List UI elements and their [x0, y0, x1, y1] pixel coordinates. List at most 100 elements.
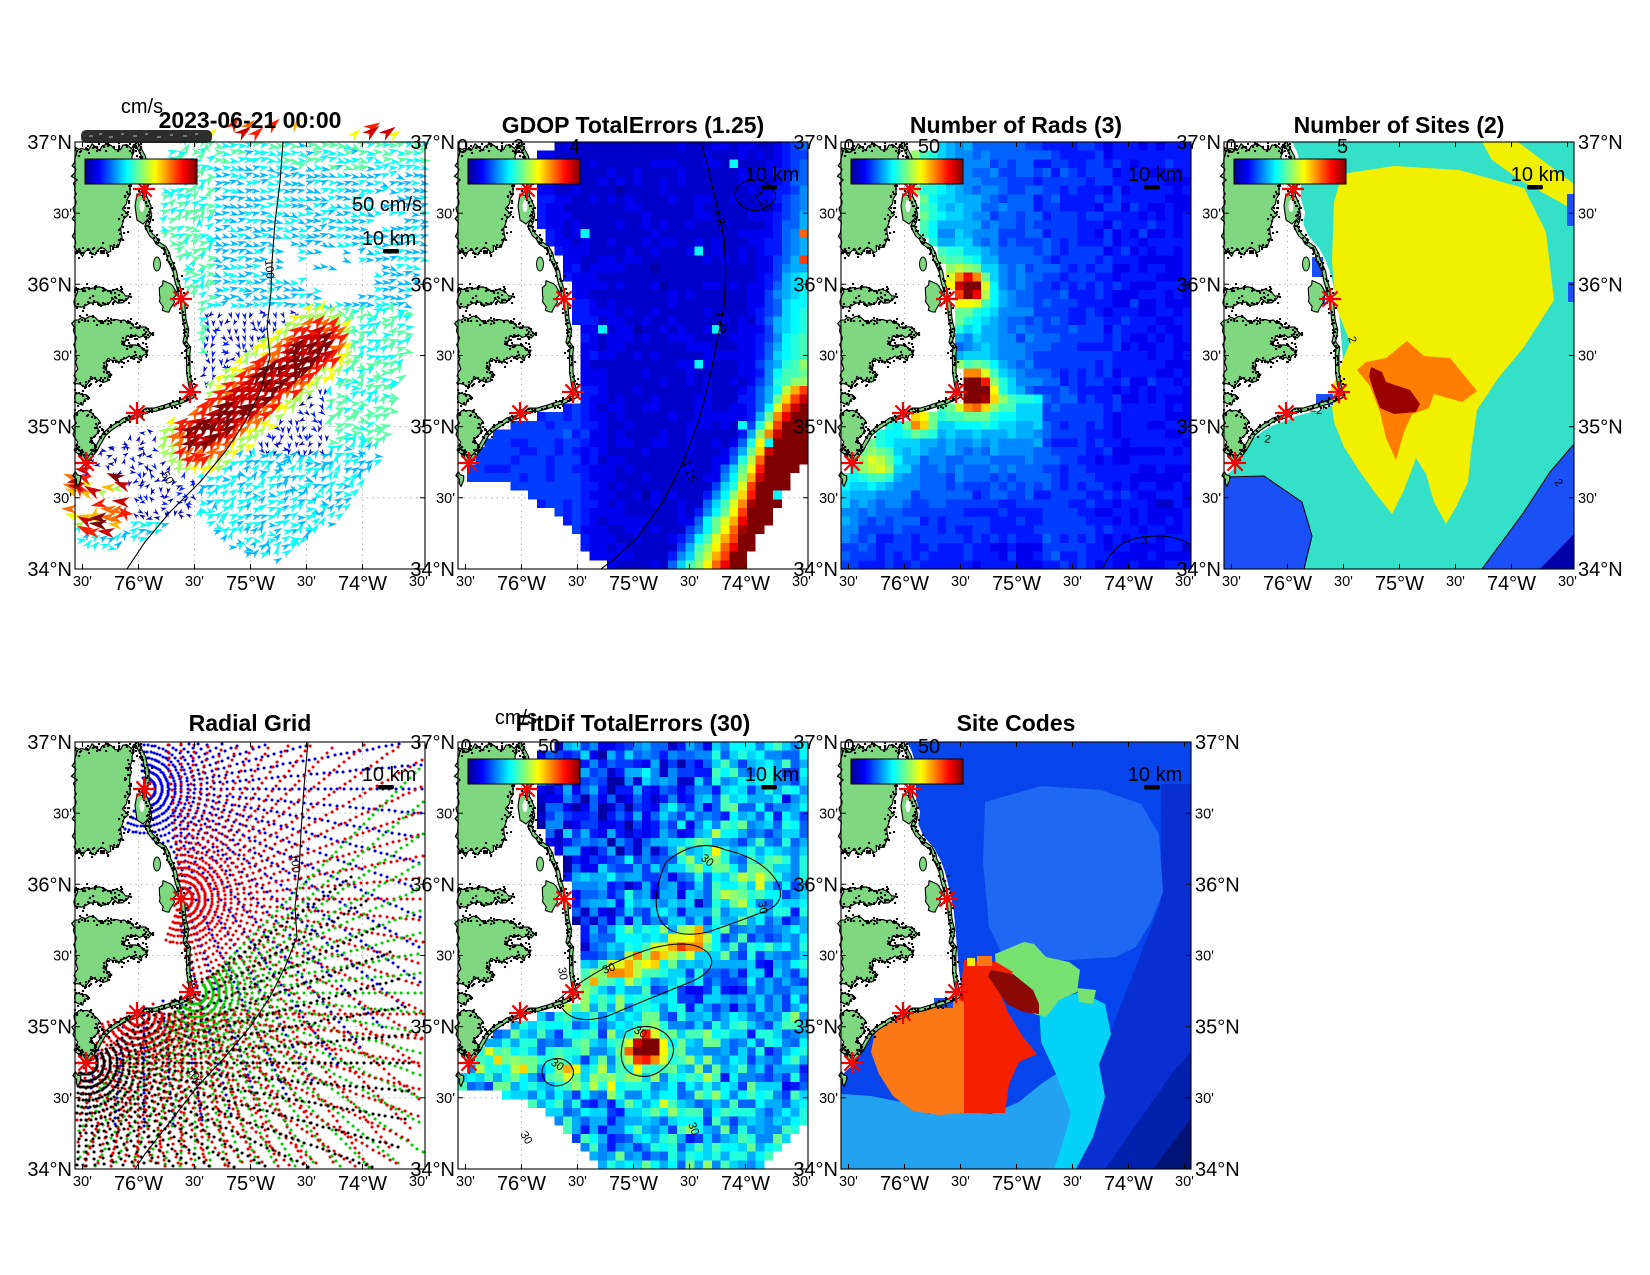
- svg-text:30': 30': [456, 574, 475, 590]
- svg-text:75°W: 75°W: [1375, 573, 1424, 595]
- svg-text:35°N: 35°N: [27, 417, 72, 439]
- svg-text:30': 30': [819, 349, 838, 365]
- svg-text:30: 30: [517, 1130, 534, 1147]
- svg-text:76°W: 76°W: [114, 1173, 163, 1195]
- svg-text:35°N: 35°N: [1578, 417, 1623, 439]
- svg-text:4: 4: [569, 136, 580, 158]
- svg-text:76°W: 76°W: [497, 1173, 546, 1195]
- svg-text:36°N: 36°N: [27, 874, 72, 896]
- svg-text:30': 30': [792, 1174, 811, 1190]
- svg-text:30': 30': [1578, 206, 1597, 222]
- svg-text:0: 0: [843, 736, 854, 758]
- svg-text:37°N: 37°N: [1195, 732, 1240, 754]
- svg-text:34°N: 34°N: [410, 559, 455, 581]
- svg-text:30': 30': [951, 1174, 970, 1190]
- svg-text:30': 30': [297, 1174, 316, 1190]
- svg-text:30': 30': [73, 1174, 92, 1190]
- svg-text:74°W: 74°W: [721, 573, 770, 595]
- svg-text:50: 50: [918, 136, 940, 158]
- svg-text:36°N: 36°N: [1578, 274, 1623, 296]
- svg-text:37°N: 37°N: [1176, 132, 1221, 154]
- svg-text:75°W: 75°W: [992, 573, 1041, 595]
- svg-text:30': 30': [1578, 349, 1597, 365]
- svg-text:1.25: 1.25: [711, 208, 728, 233]
- svg-text:50 cm/s: 50 cm/s: [352, 194, 422, 216]
- svg-text:30': 30': [1222, 574, 1241, 590]
- svg-text:30': 30': [1202, 349, 1221, 365]
- svg-text:30': 30': [839, 1174, 858, 1190]
- svg-text:30: 30: [555, 966, 569, 981]
- svg-text:30': 30': [53, 806, 72, 822]
- svg-text:76°W: 76°W: [880, 1173, 929, 1195]
- svg-text:76°W: 76°W: [497, 573, 546, 595]
- svg-text:5: 5: [1337, 136, 1348, 158]
- svg-text:75°W: 75°W: [226, 573, 275, 595]
- svg-text:30': 30': [1202, 206, 1221, 222]
- svg-text:74°W: 74°W: [1487, 573, 1536, 595]
- svg-text:37°N: 37°N: [1578, 132, 1623, 154]
- svg-text:30': 30': [680, 1174, 699, 1190]
- svg-text:100: 100: [262, 259, 276, 279]
- svg-text:75°W: 75°W: [609, 1173, 658, 1195]
- svg-text:30': 30': [1063, 574, 1082, 590]
- svg-text:37°N: 37°N: [410, 132, 455, 154]
- svg-text:30': 30': [1446, 574, 1465, 590]
- svg-text:30': 30': [185, 574, 204, 590]
- svg-text:37°N: 37°N: [27, 732, 72, 754]
- svg-text:Site Codes: Site Codes: [957, 710, 1076, 736]
- svg-text:30': 30': [53, 949, 72, 965]
- svg-text:30': 30': [819, 491, 838, 507]
- svg-text:2: 2: [1552, 477, 1565, 489]
- svg-text:30': 30': [1195, 949, 1214, 965]
- svg-text:30': 30': [680, 574, 699, 590]
- svg-text:30': 30': [436, 349, 455, 365]
- svg-text:30': 30': [568, 1174, 587, 1190]
- svg-text:30': 30': [1334, 574, 1353, 590]
- svg-text:FitDif TotalErrors (30): FitDif TotalErrors (30): [516, 710, 751, 736]
- svg-text:74°W: 74°W: [338, 573, 387, 595]
- svg-text:76°W: 76°W: [114, 573, 163, 595]
- svg-text:30': 30': [185, 1174, 204, 1190]
- svg-text:36°N: 36°N: [793, 874, 838, 896]
- svg-text:50: 50: [158, 470, 175, 487]
- svg-text:35°N: 35°N: [793, 1017, 838, 1039]
- svg-text:34°N: 34°N: [1176, 559, 1221, 581]
- svg-text:3: 3: [1141, 535, 1147, 547]
- svg-text:35°N: 35°N: [410, 417, 455, 439]
- svg-text:76°W: 76°W: [1263, 573, 1312, 595]
- svg-text:30': 30': [1175, 1174, 1194, 1190]
- svg-text:30': 30': [436, 806, 455, 822]
- svg-text:30': 30': [409, 1174, 428, 1190]
- svg-text:2023-06-21 00:00: 2023-06-21 00:00: [159, 107, 342, 133]
- svg-text:100: 100: [288, 853, 302, 873]
- svg-text:75°W: 75°W: [609, 573, 658, 595]
- svg-text:30': 30': [409, 574, 428, 590]
- svg-text:30': 30': [951, 574, 970, 590]
- svg-text:37°N: 37°N: [793, 732, 838, 754]
- svg-text:74°W: 74°W: [338, 1173, 387, 1195]
- svg-text:30': 30': [436, 1091, 455, 1107]
- svg-text:35°N: 35°N: [1176, 417, 1221, 439]
- svg-text:34°N: 34°N: [793, 559, 838, 581]
- svg-text:37°N: 37°N: [27, 132, 72, 154]
- svg-text:30: 30: [685, 1121, 701, 1137]
- svg-text:75°W: 75°W: [992, 1173, 1041, 1195]
- svg-text:30': 30': [53, 206, 72, 222]
- svg-text:0: 0: [460, 736, 471, 758]
- svg-text:75°W: 75°W: [226, 1173, 275, 1195]
- svg-text:0: 0: [843, 136, 854, 158]
- svg-text:Number of Rads (3): Number of Rads (3): [910, 112, 1122, 138]
- svg-text:30': 30': [819, 806, 838, 822]
- svg-text:1.25: 1.25: [713, 310, 729, 334]
- svg-text:50: 50: [918, 736, 940, 758]
- svg-text:30': 30': [53, 349, 72, 365]
- svg-text:35°N: 35°N: [410, 1017, 455, 1039]
- svg-text:2: 2: [1263, 433, 1271, 446]
- svg-text:34°N: 34°N: [27, 1159, 72, 1181]
- svg-text:30': 30': [436, 949, 455, 965]
- svg-text:30': 30': [819, 1091, 838, 1107]
- svg-text:30': 30': [1195, 806, 1214, 822]
- svg-text:GDOP TotalErrors (1.25): GDOP TotalErrors (1.25): [502, 112, 764, 138]
- svg-text:Number of Sites (2): Number of Sites (2): [1294, 112, 1505, 138]
- svg-text:30': 30': [53, 491, 72, 507]
